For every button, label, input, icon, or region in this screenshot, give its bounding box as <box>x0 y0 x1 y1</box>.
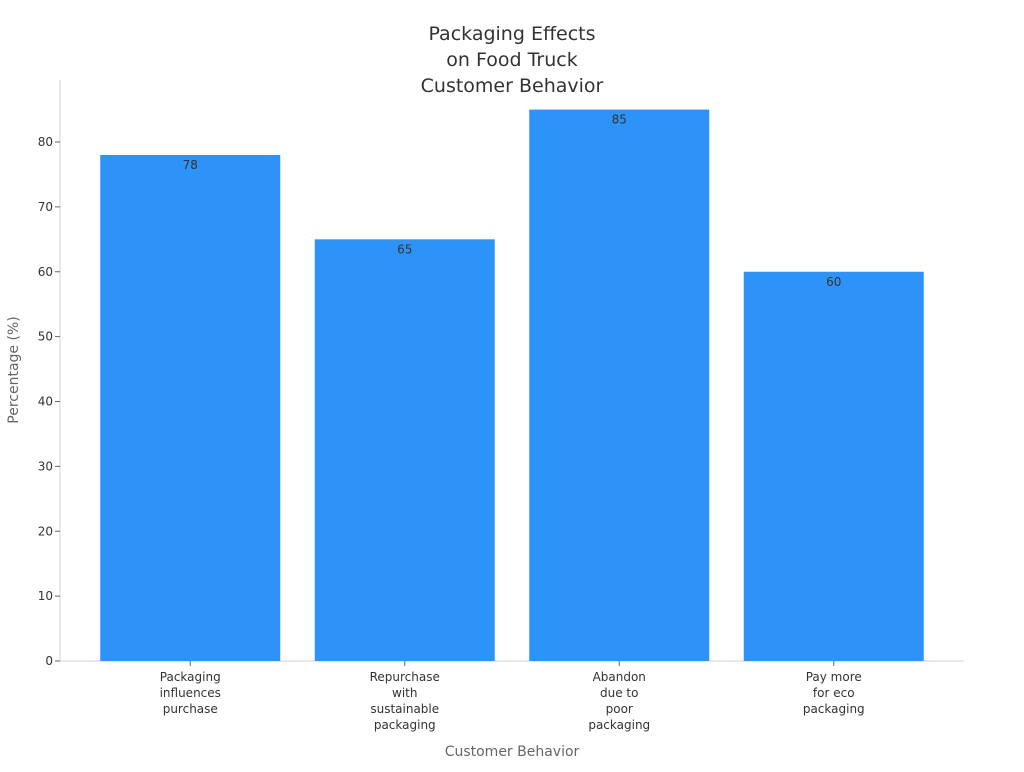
bar-1 <box>100 154 281 661</box>
chart-title-line-2: on Food Truck <box>446 49 577 71</box>
x-tick-label-3: Abandon due to poor packaging <box>588 670 650 732</box>
y-tick-label-20: 20 <box>38 524 53 538</box>
data-label-4: 60 <box>826 275 841 289</box>
y-tick-label-0: 0 <box>45 654 53 668</box>
data-label-3: 85 <box>612 113 627 127</box>
y-tick-label-30: 30 <box>38 459 53 473</box>
x-tick-label-3-line-1: Abandon <box>593 670 646 684</box>
data-label-1: 78 <box>183 158 198 172</box>
x-tick-label-1: Packaging influences purchase <box>160 670 221 716</box>
y-tick-label-40: 40 <box>38 395 53 409</box>
x-tick-label-2: Repurchase with sustainable packaging <box>370 670 440 732</box>
y-tick-label-60: 60 <box>38 265 53 279</box>
bar-4 <box>743 271 924 661</box>
y-tick-label-10: 10 <box>38 589 53 603</box>
x-tick-label-2-line-3: sustainable <box>370 702 439 716</box>
x-tick-label-1-line-1: Packaging <box>160 670 221 684</box>
y-tick-label-70: 70 <box>38 200 53 214</box>
x-tick-label-2-line-4: packaging <box>374 718 436 732</box>
chart-title-line-3: Customer Behavior <box>421 75 604 97</box>
bar-3 <box>529 109 710 661</box>
x-tick-label-3-line-3: poor <box>606 702 633 716</box>
x-tick-label-4: Pay more for eco packaging <box>803 670 865 716</box>
plot-area: 0 10 20 30 40 50 60 70 80 78 Packaging influences pu… <box>38 80 964 732</box>
x-tick-label-4-line-1: Pay more <box>806 670 862 684</box>
x-tick-label-2-line-1: Repurchase <box>370 670 440 684</box>
x-tick-label-4-line-2: for eco <box>813 686 855 700</box>
x-tick-label-1-line-3: purchase <box>163 702 218 716</box>
x-tick-label-3-line-4: packaging <box>588 718 650 732</box>
bar-2 <box>314 239 495 661</box>
data-label-2: 65 <box>397 242 412 256</box>
y-axis-title: Percentage (%) <box>6 316 22 423</box>
y-tick-label-50: 50 <box>38 330 53 344</box>
x-tick-label-4-line-3: packaging <box>803 702 865 716</box>
x-tick-label-1-line-2: influences <box>160 686 221 700</box>
y-tick-label-80: 80 <box>38 135 53 149</box>
chart-title-line-1: Packaging Effects <box>428 23 595 45</box>
x-axis-title: Customer Behavior <box>445 744 580 760</box>
x-tick-label-2-line-2: with <box>392 686 417 700</box>
x-tick-label-3-line-2: due to <box>600 686 638 700</box>
